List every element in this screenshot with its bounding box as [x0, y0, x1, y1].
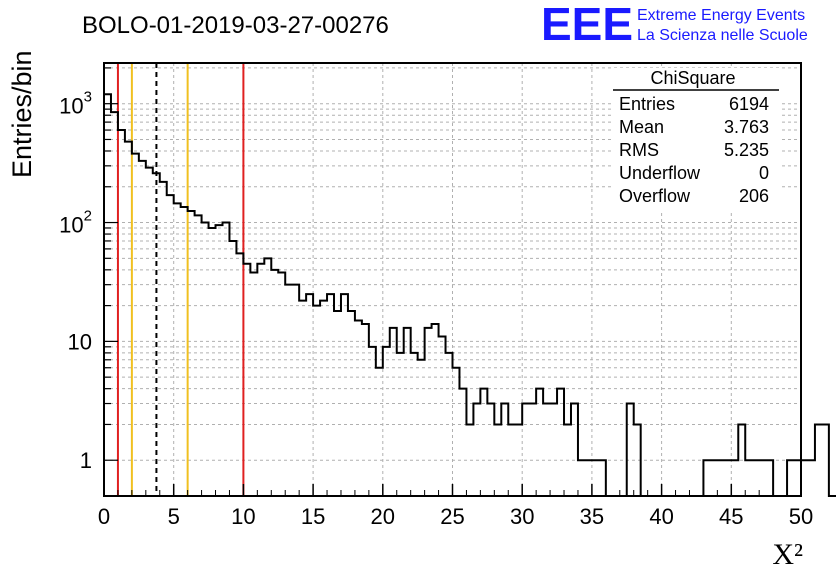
x-tick-label: 50: [789, 504, 813, 529]
stats-value: 5.235: [724, 140, 769, 160]
eee-logo: EEE Extreme Energy Events La Scienza nel…: [541, 0, 808, 50]
x-tick-label: 15: [301, 504, 325, 529]
stats-value: 3.763: [724, 117, 769, 137]
stats-box: ChiSquare Entries 6194 Mean 3.763 RMS 5.235 Un…: [613, 68, 779, 211]
y-axis-label: Entries/bin: [7, 50, 37, 178]
stats-value: 0: [759, 163, 769, 183]
x-tick-label: 45: [719, 504, 743, 529]
stats-title: ChiSquare: [650, 68, 735, 88]
y-tick-label: 1: [80, 448, 92, 473]
stats-value: 6194: [729, 94, 769, 114]
x-tick-label: 40: [649, 504, 673, 529]
y-tick-label: 102: [59, 208, 92, 238]
x-tick-label: 10: [231, 504, 255, 529]
stats-value: 206: [739, 186, 769, 206]
y-tick-label: 103: [59, 89, 92, 119]
stats-label: RMS: [619, 140, 659, 160]
x-axis-label: X²: [772, 538, 803, 571]
stats-label: Mean: [619, 117, 664, 137]
logo-mark: EEE: [541, 0, 633, 50]
x-axis: 0 5 10 15 20 25 30 35 40 45 50: [98, 484, 813, 529]
x-tick-label: 35: [580, 504, 604, 529]
x-tick-label: 25: [440, 504, 464, 529]
y-tick-label: 10: [68, 329, 92, 354]
x-tick-label: 0: [98, 504, 110, 529]
reference-lines: [116, 63, 245, 496]
x-tick-label: 20: [371, 504, 395, 529]
logo-line-2: La Scienza nelle Scuole: [637, 27, 808, 44]
chart-title: BOLO-01-2019-03-27-00276: [82, 12, 389, 39]
logo-line-1: Extreme Energy Events: [637, 7, 805, 24]
histogram-series: [104, 93, 836, 497]
stats-label: Underflow: [619, 163, 701, 183]
stats-label: Overflow: [619, 186, 691, 206]
x-tick-label: 5: [168, 504, 180, 529]
stats-label: Entries: [619, 94, 675, 114]
y-axis: 1 10 102 103: [59, 67, 118, 473]
stats-box-background: [613, 68, 779, 211]
x-tick-label: 30: [510, 504, 534, 529]
